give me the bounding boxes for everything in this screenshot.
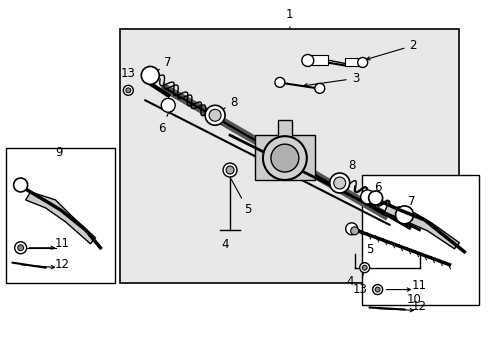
Circle shape xyxy=(372,285,382,294)
Text: 10: 10 xyxy=(406,293,421,306)
Circle shape xyxy=(204,105,224,125)
Text: 7: 7 xyxy=(152,56,172,75)
Circle shape xyxy=(345,223,357,235)
Text: 11: 11 xyxy=(411,279,426,292)
Circle shape xyxy=(263,136,306,180)
Circle shape xyxy=(362,265,366,270)
Text: 11: 11 xyxy=(55,237,70,250)
Text: 9: 9 xyxy=(55,145,62,159)
Circle shape xyxy=(270,144,298,172)
Text: 3: 3 xyxy=(303,72,358,87)
Circle shape xyxy=(360,190,374,204)
Text: 4: 4 xyxy=(221,238,228,251)
Bar xyxy=(361,175,478,305)
Circle shape xyxy=(395,206,413,224)
Circle shape xyxy=(225,166,234,174)
Text: 8: 8 xyxy=(341,158,355,181)
Circle shape xyxy=(15,242,26,254)
Text: 4: 4 xyxy=(345,275,353,288)
Circle shape xyxy=(141,67,159,84)
Text: 8: 8 xyxy=(217,96,237,113)
Circle shape xyxy=(14,178,27,192)
Text: 1: 1 xyxy=(285,8,293,28)
Text: 12: 12 xyxy=(411,300,426,313)
Text: 5: 5 xyxy=(365,243,372,256)
Circle shape xyxy=(357,58,367,67)
Text: 13: 13 xyxy=(351,270,366,296)
Circle shape xyxy=(329,173,349,193)
Circle shape xyxy=(368,191,382,205)
Circle shape xyxy=(274,77,285,87)
Circle shape xyxy=(123,85,133,95)
Bar xyxy=(344,58,362,67)
Text: 13: 13 xyxy=(121,67,136,94)
Circle shape xyxy=(301,54,313,67)
Text: 6: 6 xyxy=(369,181,381,200)
Polygon shape xyxy=(384,205,458,249)
Bar xyxy=(307,55,327,66)
Circle shape xyxy=(359,263,369,273)
Text: 5: 5 xyxy=(231,179,251,216)
Polygon shape xyxy=(25,192,95,244)
Bar xyxy=(120,28,458,283)
Bar xyxy=(6,148,115,283)
Bar xyxy=(254,135,314,180)
Text: 12: 12 xyxy=(55,258,70,271)
Circle shape xyxy=(18,245,23,251)
Circle shape xyxy=(333,177,345,189)
Circle shape xyxy=(125,88,131,93)
Text: 7: 7 xyxy=(405,195,414,216)
Circle shape xyxy=(223,163,237,177)
Circle shape xyxy=(314,84,324,93)
Text: 2: 2 xyxy=(366,39,416,60)
Circle shape xyxy=(350,227,358,235)
Circle shape xyxy=(161,98,175,112)
Circle shape xyxy=(374,287,379,292)
Text: 6: 6 xyxy=(158,111,169,135)
Bar xyxy=(277,120,291,142)
Circle shape xyxy=(209,109,221,121)
